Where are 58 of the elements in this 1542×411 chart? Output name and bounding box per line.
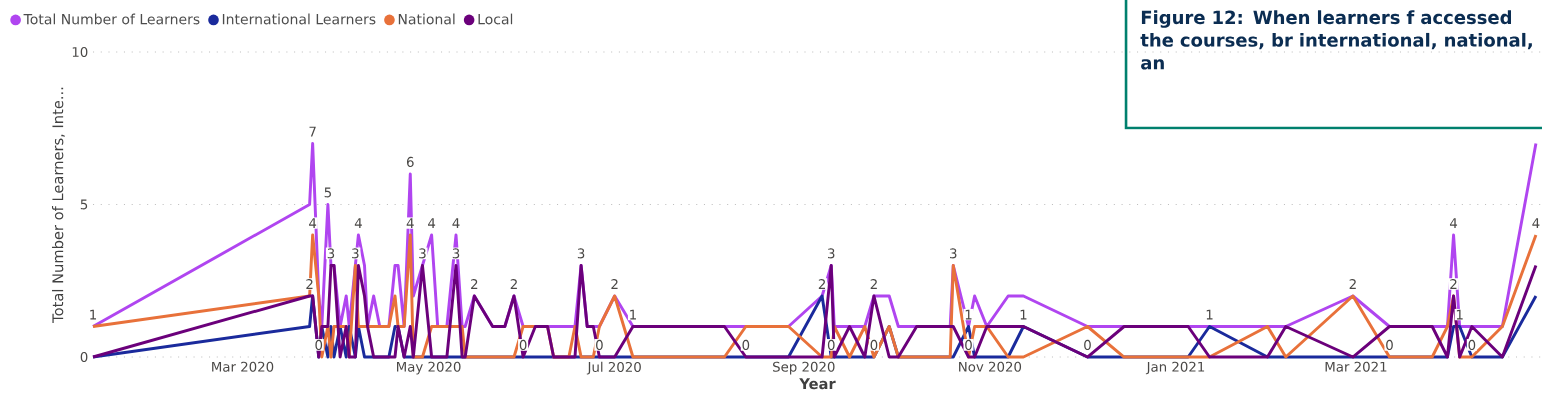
data-label: 3 — [352, 248, 359, 259]
data-label: 4 — [452, 218, 460, 228]
y-axis-title: Total Number of Learners, Inte... — [51, 87, 65, 323]
data-label: 2 — [306, 279, 313, 289]
data-label: 0 — [742, 339, 750, 350]
data-label: 3 — [419, 248, 426, 259]
data-label: 0 — [827, 339, 835, 350]
data-label: 6 — [406, 156, 414, 167]
data-label: 0 — [1084, 339, 1091, 350]
data-label: 0 — [596, 339, 603, 350]
data-label: 7 — [309, 126, 316, 137]
data-label: 0 — [1468, 339, 1476, 350]
y-tick-label: 0 — [80, 351, 88, 363]
data-label: 4 — [428, 218, 436, 228]
legend-label: National — [398, 13, 455, 25]
x-tick-label: Mar 2020 — [212, 361, 274, 372]
data-label: 1 — [1456, 309, 1463, 320]
data-label: 4 — [309, 218, 317, 228]
data-label: 1 — [1020, 309, 1027, 320]
data-label: 1 — [630, 309, 636, 320]
data-label: 0 — [1386, 339, 1393, 350]
data-label: 3 — [577, 248, 585, 259]
data-label: 4 — [1532, 218, 1540, 228]
data-label: 3 — [452, 248, 460, 259]
x-tick-label: Nov 2020 — [959, 361, 1022, 372]
data-label: 1 — [90, 309, 97, 320]
data-label: 0 — [315, 339, 323, 350]
y-tick-label: 5 — [80, 199, 88, 210]
data-label: 4 — [1449, 218, 1458, 228]
x-tick-label: May 2020 — [397, 361, 461, 375]
data-label: 2 — [510, 279, 517, 289]
data-label: 0 — [965, 339, 972, 350]
data-label: 0 — [870, 339, 878, 350]
data-label: 2 — [870, 279, 877, 289]
legend-label: International Learners — [222, 13, 376, 25]
data-label: 3 — [327, 248, 335, 259]
data-label: 2 — [1450, 279, 1457, 289]
x-tick-label: Jan 2021 — [1145, 361, 1205, 375]
data-label: 4 — [354, 218, 362, 228]
data-label: 5 — [324, 187, 331, 198]
legend-label: Total Number of Learners — [23, 13, 200, 25]
data-label: 4 — [406, 218, 414, 228]
data-label: 0 — [519, 339, 527, 350]
chart-title: Figure 12: When learners f accessed the courses, br international, national, an — [1140, 10, 1532, 70]
data-label: 2 — [471, 279, 478, 289]
data-label: 2 — [1349, 279, 1356, 289]
legend-label: Local — [478, 13, 513, 25]
data-label: 2 — [818, 279, 825, 289]
x-tick-label: Jul 2020 — [586, 361, 641, 375]
data-label: 3 — [828, 248, 835, 259]
data-label: 1 — [965, 309, 972, 320]
x-axis-title: Year — [799, 378, 836, 390]
data-label: 3 — [950, 248, 957, 259]
data-label: 1 — [1206, 309, 1213, 320]
x-tick-label: Sep 2020 — [773, 361, 835, 375]
data-label: 2 — [611, 279, 618, 289]
x-tick-label: Mar 2021 — [1325, 361, 1387, 372]
y-tick-label: 10 — [72, 46, 88, 58]
